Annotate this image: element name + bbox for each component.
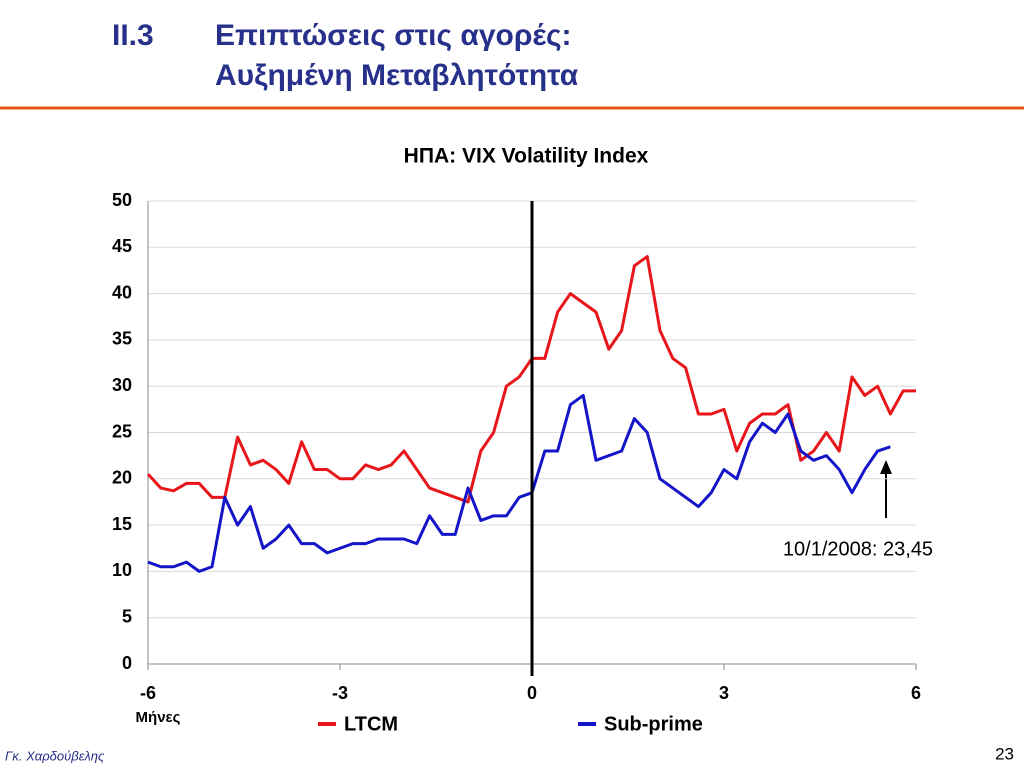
y-tick-label: 35 — [112, 329, 132, 349]
y-tick-label: 15 — [112, 514, 132, 534]
y-tick-label: 20 — [112, 468, 132, 488]
x-tick-label: 3 — [719, 683, 729, 703]
y-tick-label: 30 — [112, 375, 132, 395]
chart-title: ΗΠΑ: VIX Volatility Index — [404, 145, 649, 168]
slide-title: Επιπτώσεις στις αγορές: — [215, 19, 572, 52]
slide-title: Αυξημένη Μεταβλητότητα — [215, 59, 579, 92]
page-number: 23 — [995, 744, 1014, 763]
section-number: ΙΙ.3 — [112, 19, 154, 52]
y-tick-label: 5 — [122, 606, 132, 626]
y-tick-label: 25 — [112, 421, 132, 441]
x-axis-label: Μήνες — [136, 709, 181, 726]
annotation: 10/1/2008: 23,45 — [783, 538, 933, 560]
y-tick-label: 0 — [122, 653, 132, 673]
legend-label: LTCM — [344, 713, 398, 735]
series-line — [147, 393, 891, 573]
annotation-arrowhead — [880, 460, 892, 474]
x-tick-label: -6 — [140, 683, 156, 703]
y-tick-label: 40 — [112, 282, 132, 302]
x-tick-label: -3 — [332, 683, 348, 703]
legend-label: Sub-prime — [604, 713, 703, 735]
x-tick-label: 6 — [911, 683, 921, 703]
y-tick-label: 10 — [112, 560, 132, 580]
y-tick-label: 50 — [112, 190, 132, 210]
author: Γκ. Χαρδούβελης — [5, 748, 105, 763]
y-tick-label: 45 — [112, 236, 132, 256]
x-tick-label: 0 — [527, 683, 537, 703]
